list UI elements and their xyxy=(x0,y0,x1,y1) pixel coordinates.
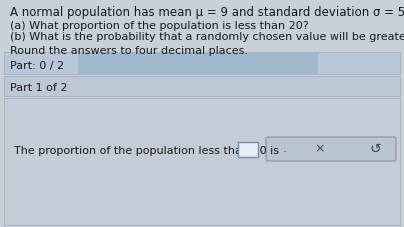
Bar xyxy=(78,53,318,75)
Text: ↺: ↺ xyxy=(369,141,381,155)
Bar xyxy=(4,77,400,96)
Text: A normal population has mean μ = 9 and standard deviation σ = 5.: A normal population has mean μ = 9 and s… xyxy=(10,6,404,19)
Text: Part: 0 / 2: Part: 0 / 2 xyxy=(10,61,64,71)
Bar xyxy=(4,53,400,75)
Bar xyxy=(238,142,258,157)
Text: The proportion of the population less than 20 is: The proportion of the population less th… xyxy=(14,145,279,155)
Text: ×: × xyxy=(315,142,325,155)
Bar xyxy=(4,99,400,225)
Text: Round the answers to four decimal places.: Round the answers to four decimal places… xyxy=(10,46,248,56)
Text: (b) What is the probability that a randomly chosen value will be greater than 6?: (b) What is the probability that a rando… xyxy=(10,32,404,42)
Text: .: . xyxy=(260,143,264,153)
Text: Part 1 of 2: Part 1 of 2 xyxy=(10,83,67,93)
Text: .: . xyxy=(283,142,287,155)
FancyBboxPatch shape xyxy=(266,137,396,161)
Text: (a) What proportion of the population is less than 20?: (a) What proportion of the population is… xyxy=(10,21,309,31)
